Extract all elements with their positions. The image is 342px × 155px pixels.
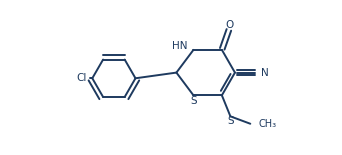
- Text: O: O: [225, 20, 233, 30]
- Text: HN: HN: [172, 41, 188, 51]
- Text: CH₃: CH₃: [258, 119, 276, 129]
- Text: Cl: Cl: [76, 73, 87, 83]
- Text: S: S: [227, 116, 234, 126]
- Text: N: N: [261, 68, 269, 78]
- Text: S: S: [190, 96, 197, 106]
